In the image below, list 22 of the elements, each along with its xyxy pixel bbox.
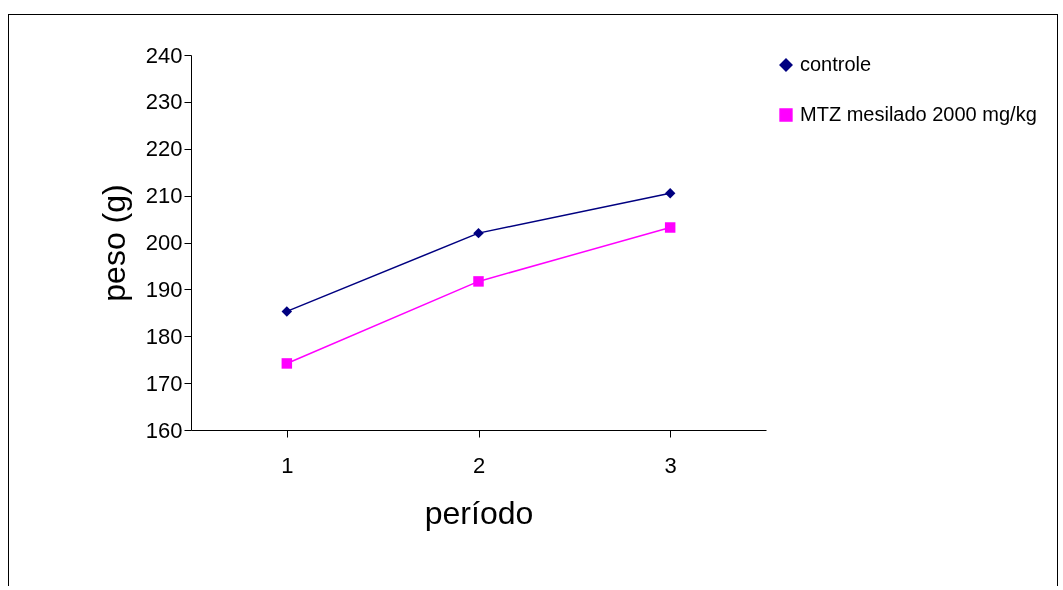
x-axis-title: período [424,494,534,531]
x-tick-label: 1 [281,452,294,478]
point [281,358,293,369]
y-tick-label: 230 [145,89,183,115]
point [473,276,484,287]
y-tick-label: 240 [145,42,183,68]
y-tick-label: 200 [145,230,183,255]
x-tick-label: 3 [664,452,677,478]
y-tick-label: 180 [145,323,183,349]
legend-label: controle [800,53,872,75]
point [281,306,293,317]
x-tick-label: 2 [472,452,486,478]
legend-label: MTZ mesilado 2000 mg/kg [800,103,1037,125]
point [473,227,484,239]
y-tick-label: 160 [145,417,183,443]
y-axis-title: peso (g) [95,184,132,302]
y-tick-label: 210 [145,183,183,209]
y-tick-label: 190 [145,276,183,302]
point [664,188,676,199]
y-tick-label: 220 [145,136,183,162]
y-tick-label: 170 [145,370,183,396]
point [664,222,676,233]
